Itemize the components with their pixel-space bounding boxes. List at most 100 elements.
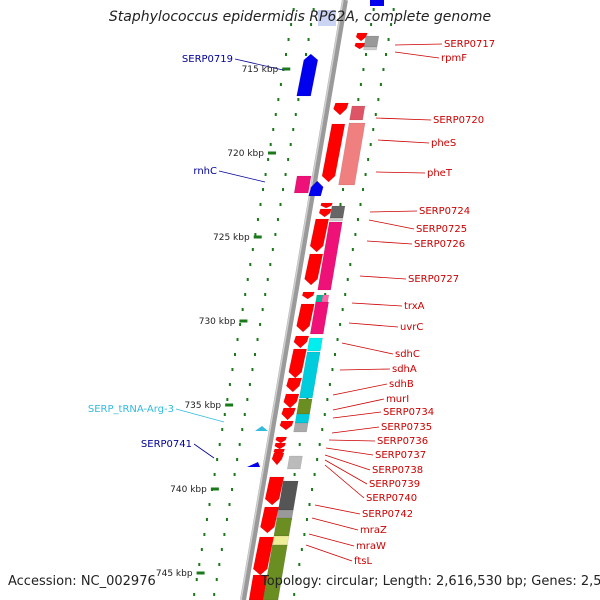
tick-dot [287, 38, 290, 41]
tick-dot [293, 593, 296, 596]
tick-dot [264, 293, 267, 296]
tick-dot [364, 53, 367, 56]
tick-dot [349, 263, 352, 266]
gene-label: SERP0726 [414, 239, 465, 250]
tick-dot [289, 143, 292, 146]
gene-label: murI [386, 394, 409, 405]
tick-dot [384, 53, 387, 56]
tick-dot [311, 488, 314, 491]
scale-label: 725 kbp [213, 233, 250, 243]
tick-dot [269, 143, 272, 146]
tick-dot [231, 368, 234, 371]
tick-dot [271, 248, 274, 251]
gene-block [338, 122, 366, 186]
gene-block [293, 335, 310, 349]
tick-dot [287, 158, 290, 161]
gene-block [296, 398, 313, 415]
tick-dot [246, 278, 249, 281]
tick-dot [292, 128, 295, 131]
backbone-highlight [240, 0, 344, 600]
label-leader [331, 426, 380, 434]
gene-block [264, 476, 285, 506]
gene-block [248, 574, 268, 600]
scale-label: 730 kbp [199, 317, 236, 327]
gene-label: SERP0742 [362, 509, 413, 520]
gene-label: uvrC [400, 322, 423, 333]
tick-dot [274, 233, 277, 236]
tick-dot [344, 293, 347, 296]
tick-dot [367, 158, 370, 161]
tick-dot [241, 428, 244, 431]
gene-block [296, 53, 319, 97]
gene-block [363, 35, 380, 48]
scale-tick [225, 403, 234, 407]
label-leader [325, 447, 374, 456]
trna-marker [255, 426, 268, 431]
label-leader [394, 43, 443, 46]
scale-label: 740 kbp [170, 485, 207, 495]
tick-dot [374, 113, 377, 116]
gene-block [279, 420, 294, 431]
gene-block [309, 218, 330, 253]
label-leader [324, 459, 368, 485]
gene-block [354, 42, 367, 50]
gene-block [317, 221, 343, 291]
gene-label: pheS [431, 138, 456, 149]
gene-block [318, 208, 332, 218]
tick-dot [238, 443, 241, 446]
tick-dot [228, 503, 231, 506]
tick-dot [342, 188, 345, 191]
gene-label: sdhC [395, 349, 420, 360]
tick-dot [304, 53, 307, 56]
gene-block [276, 509, 294, 521]
label-leader [348, 322, 399, 328]
map-title: Staphylococcus epidermidis RP62A, comple… [108, 9, 492, 25]
label-leader [234, 58, 284, 71]
tick-dot [241, 308, 244, 311]
tick-dot [354, 233, 357, 236]
gene-label: SERP0719 [182, 54, 233, 65]
scale-tick [239, 319, 248, 323]
gene-block [308, 180, 324, 197]
tick-dot [293, 473, 296, 476]
tick-dot [251, 368, 254, 371]
tick-dot [218, 563, 221, 566]
gene-label: SERP0738 [372, 465, 423, 476]
gene-label: SERP0741 [141, 439, 192, 450]
label-leader [339, 368, 391, 371]
tick-dot [356, 218, 359, 221]
backbone-track [240, 0, 348, 600]
tick-dot [200, 548, 203, 551]
scale-tick [253, 235, 262, 239]
tick-dot [215, 578, 218, 581]
tick-dot [346, 278, 349, 281]
tick-dot [226, 398, 229, 401]
tick-dot [339, 323, 342, 326]
label-leader [332, 398, 385, 411]
tick-dot [305, 518, 308, 521]
gene-block [320, 202, 333, 209]
tick-dot [205, 518, 208, 521]
label-leader [314, 504, 361, 515]
tick-dot [351, 248, 354, 251]
gene-block [274, 442, 287, 450]
tick-dot [308, 503, 311, 506]
tick-dot [267, 158, 270, 161]
tick-dot [364, 173, 367, 176]
tick-dot [328, 383, 331, 386]
gene-block [309, 301, 329, 335]
tick-dot [357, 98, 360, 101]
tick-dot [272, 128, 275, 131]
gene-block [321, 123, 346, 183]
gene-block [329, 205, 346, 219]
tick-dot [195, 578, 198, 581]
tick-dot [262, 188, 265, 191]
tick-dot [392, 8, 395, 11]
gene-block [293, 422, 309, 433]
tick-dot [323, 413, 326, 416]
label-leader [332, 383, 388, 396]
tick-dot [295, 578, 298, 581]
gene-label: SERP0735 [381, 422, 432, 433]
scale-label: 715 kbp [242, 65, 279, 75]
tick-dot [390, 23, 393, 26]
